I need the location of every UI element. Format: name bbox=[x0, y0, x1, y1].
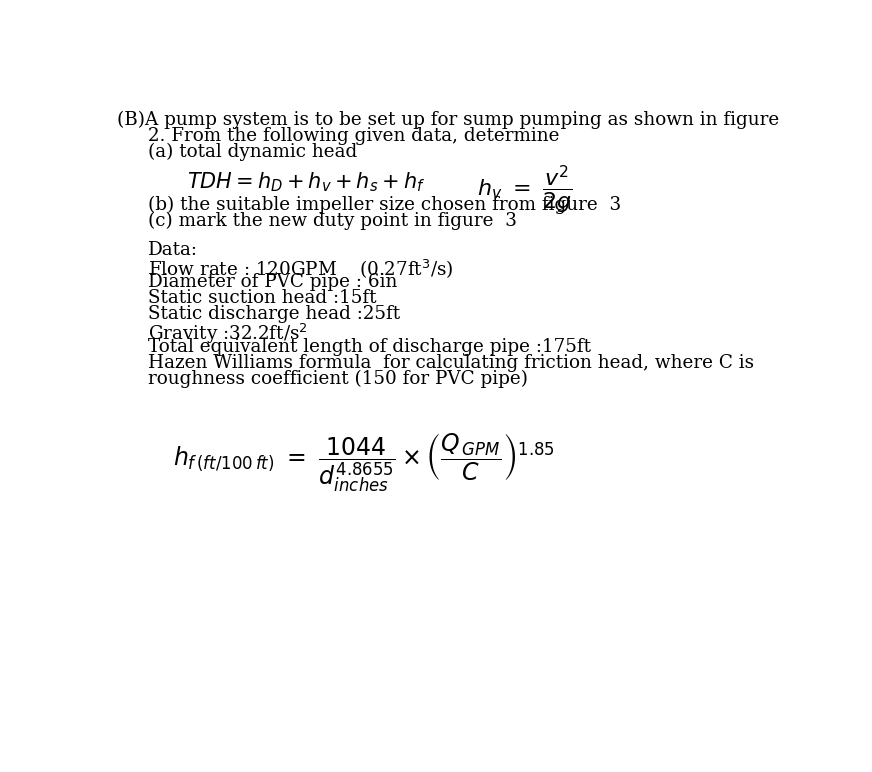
Text: (a) total dynamic head: (a) total dynamic head bbox=[148, 143, 358, 161]
Text: 2. From the following given data, determine: 2. From the following given data, determ… bbox=[148, 127, 560, 144]
Text: Hazen Williams formula  for calculating friction head, where C is: Hazen Williams formula for calculating f… bbox=[148, 354, 754, 371]
Text: Static discharge head :25ft: Static discharge head :25ft bbox=[148, 306, 400, 323]
Text: $h_v \ = \ \dfrac{v^2}{2g}$: $h_v \ = \ \dfrac{v^2}{2g}$ bbox=[477, 164, 573, 216]
Text: $\mathit{TDH} = h_D + h_v + h_s + h_f$: $\mathit{TDH} = h_D + h_v + h_s + h_f$ bbox=[187, 170, 425, 194]
Text: Data:: Data: bbox=[148, 241, 198, 259]
Text: (c) mark the new duty point in figure  3: (c) mark the new duty point in figure 3 bbox=[148, 212, 517, 230]
Text: (B)A pump system is to be set up for sump pumping as shown in figure: (B)A pump system is to be set up for sum… bbox=[117, 110, 780, 129]
Text: Gravity :32.2ft/s$^2$: Gravity :32.2ft/s$^2$ bbox=[148, 321, 308, 346]
Text: Static suction head :15ft: Static suction head :15ft bbox=[148, 290, 377, 307]
Text: Total equivalent length of discharge pipe :175ft: Total equivalent length of discharge pip… bbox=[148, 337, 591, 356]
Text: roughness coefficient (150 for PVC pipe): roughness coefficient (150 for PVC pipe) bbox=[148, 370, 528, 388]
Text: Diameter of PVC pipe : 6in: Diameter of PVC pipe : 6in bbox=[148, 273, 398, 291]
Text: (b) the suitable impeller size chosen from figure  3: (b) the suitable impeller size chosen fr… bbox=[148, 196, 622, 215]
Text: $h_{f\,(\mathit{ft}/100\,\mathit{ft})} \ = \ \dfrac{1044}{d_{\mathit{inches}}^{4: $h_{f\,(\mathit{ft}/100\,\mathit{ft})} \… bbox=[174, 432, 555, 494]
Text: Flow rate : 120GPM    (0.27ft$^3$/s): Flow rate : 120GPM (0.27ft$^3$/s) bbox=[148, 257, 453, 280]
